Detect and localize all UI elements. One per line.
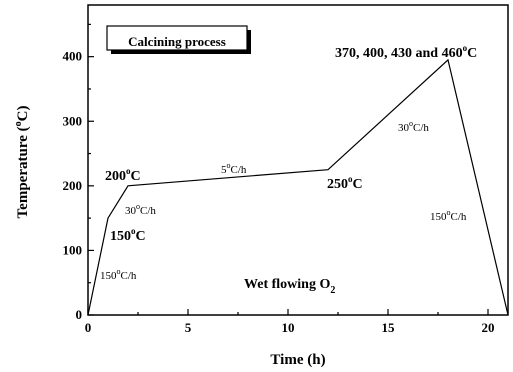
atmosphere-label: Wet flowing O2 <box>244 277 335 296</box>
x-axis-ticks: 0 5 10 15 20 <box>85 309 495 335</box>
temp-label-max: 370, 400, 430 and 460oC <box>335 43 477 61</box>
rate-label-150-heating: 150oC/h <box>100 267 137 282</box>
rate-label-30-second: 30oC/h <box>398 119 429 134</box>
x-tick-label: 15 <box>382 320 396 335</box>
rate-label-5: 5oC/h <box>221 161 247 176</box>
temp-label-150: 150oC <box>110 226 146 244</box>
y-tick-label: 400 <box>63 49 83 64</box>
x-tick-label: 0 <box>85 320 92 335</box>
temp-label-250: 250oC <box>327 174 363 192</box>
legend-box-label: Calcining process <box>128 34 226 49</box>
plot-frame <box>87 4 509 316</box>
legend-box: Calcining process <box>106 25 251 54</box>
x-axis-title: Time (h) <box>270 352 325 368</box>
y-tick-label: 200 <box>63 178 83 193</box>
temp-label-200: 200oC <box>105 166 141 184</box>
x-tick-label: 5 <box>185 320 192 335</box>
y-tick-label: 300 <box>63 113 83 128</box>
x-tick-label: 10 <box>282 320 295 335</box>
rate-label-30-first: 30oC/h <box>125 202 156 217</box>
y-axis-ticks: 0 100 200 300 400 <box>63 23 94 322</box>
y-tick-label: 100 <box>63 242 83 257</box>
temperature-profile-line <box>87 58 509 316</box>
y-tick-label: 0 <box>76 307 83 322</box>
rate-label-150-cooling: 150oC/h <box>430 208 467 223</box>
y-axis-title: Temperature (oC) <box>13 106 31 219</box>
x-tick-label: 20 <box>482 320 495 335</box>
